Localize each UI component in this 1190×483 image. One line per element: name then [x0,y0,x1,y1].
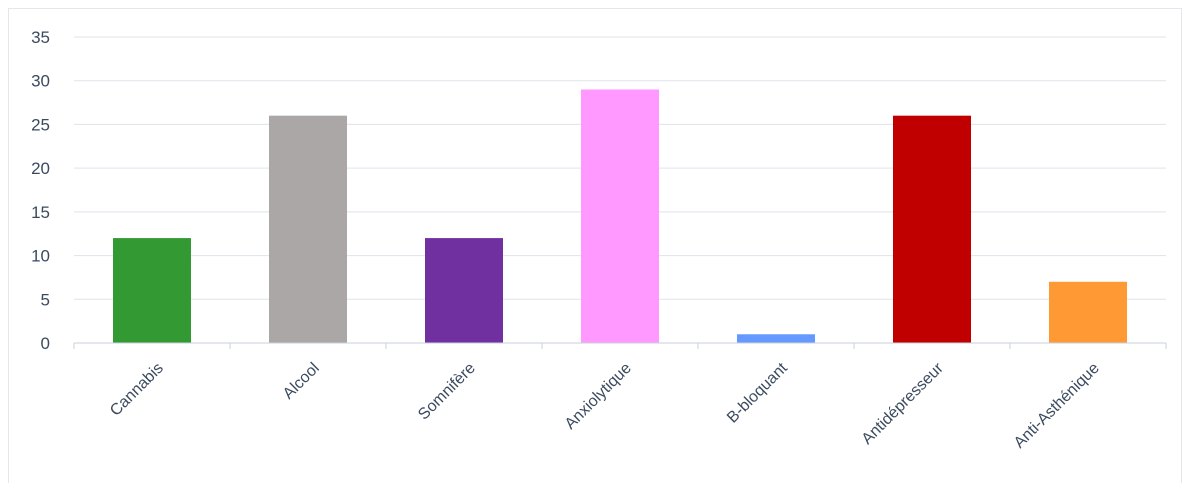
x-tick-label: Antidépresseur [859,359,948,448]
y-tick-label: 35 [31,28,50,47]
bar-anxiolytique [581,89,659,343]
x-tick-label: Anxiolytique [562,360,635,433]
y-tick-label: 10 [31,247,50,266]
x-tick-label: Anti-Asthénique [1011,360,1103,452]
x-tick-label: Cannabis [107,360,167,420]
x-tick-label: B-bloquant [724,359,791,426]
y-tick-label: 20 [31,159,50,178]
y-tick-label: 15 [31,203,50,222]
bar-cannabis [113,238,191,343]
bar-b-bloquant [737,334,815,343]
y-tick-label: 30 [31,72,50,91]
bar-alcool [269,115,347,343]
bar-antidépresseur [893,115,971,343]
x-tick-label: Somnifère [415,360,479,424]
y-tick-label: 25 [31,115,50,134]
bar-somnifère [425,238,503,343]
x-tick-label: Alcool [280,360,323,403]
bars [113,89,1127,343]
bar-anti-asthénique [1049,281,1127,343]
y-tick-label: 5 [41,290,50,309]
x-axis: Cannabis Alcool Somnifère Anxiolytique B-blo… [73,342,1167,452]
y-axis: 0 5 10 15 20 25 30 35 [31,28,50,353]
y-tick-label: 0 [41,334,50,353]
